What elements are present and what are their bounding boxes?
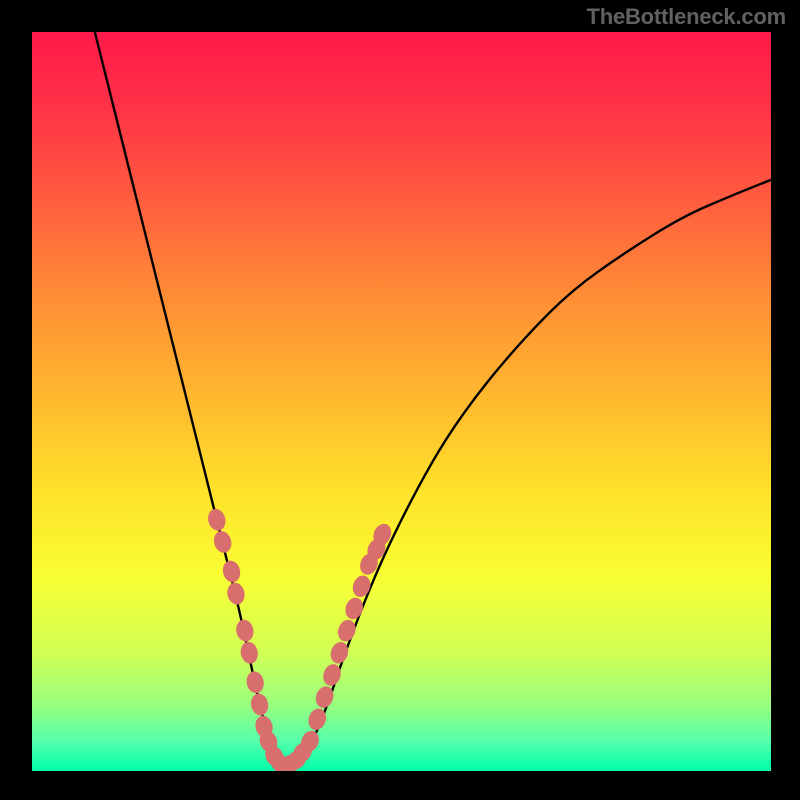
marker-right [335,617,358,643]
watermark-text: TheBottleneck.com [586,4,786,30]
chart-svg [32,32,771,771]
marker-left [234,618,255,643]
marker-left [211,529,233,555]
marker-right [343,595,366,621]
chart-container: TheBottleneck.com [0,0,800,800]
marker-left [221,559,243,585]
plot-area [32,32,771,771]
marker-left [249,692,270,717]
marker-left [225,581,246,606]
v-curve [95,32,771,763]
marker-left [206,507,228,533]
marker-left [245,670,266,695]
marker-right [350,573,373,599]
marker-left [239,640,260,665]
